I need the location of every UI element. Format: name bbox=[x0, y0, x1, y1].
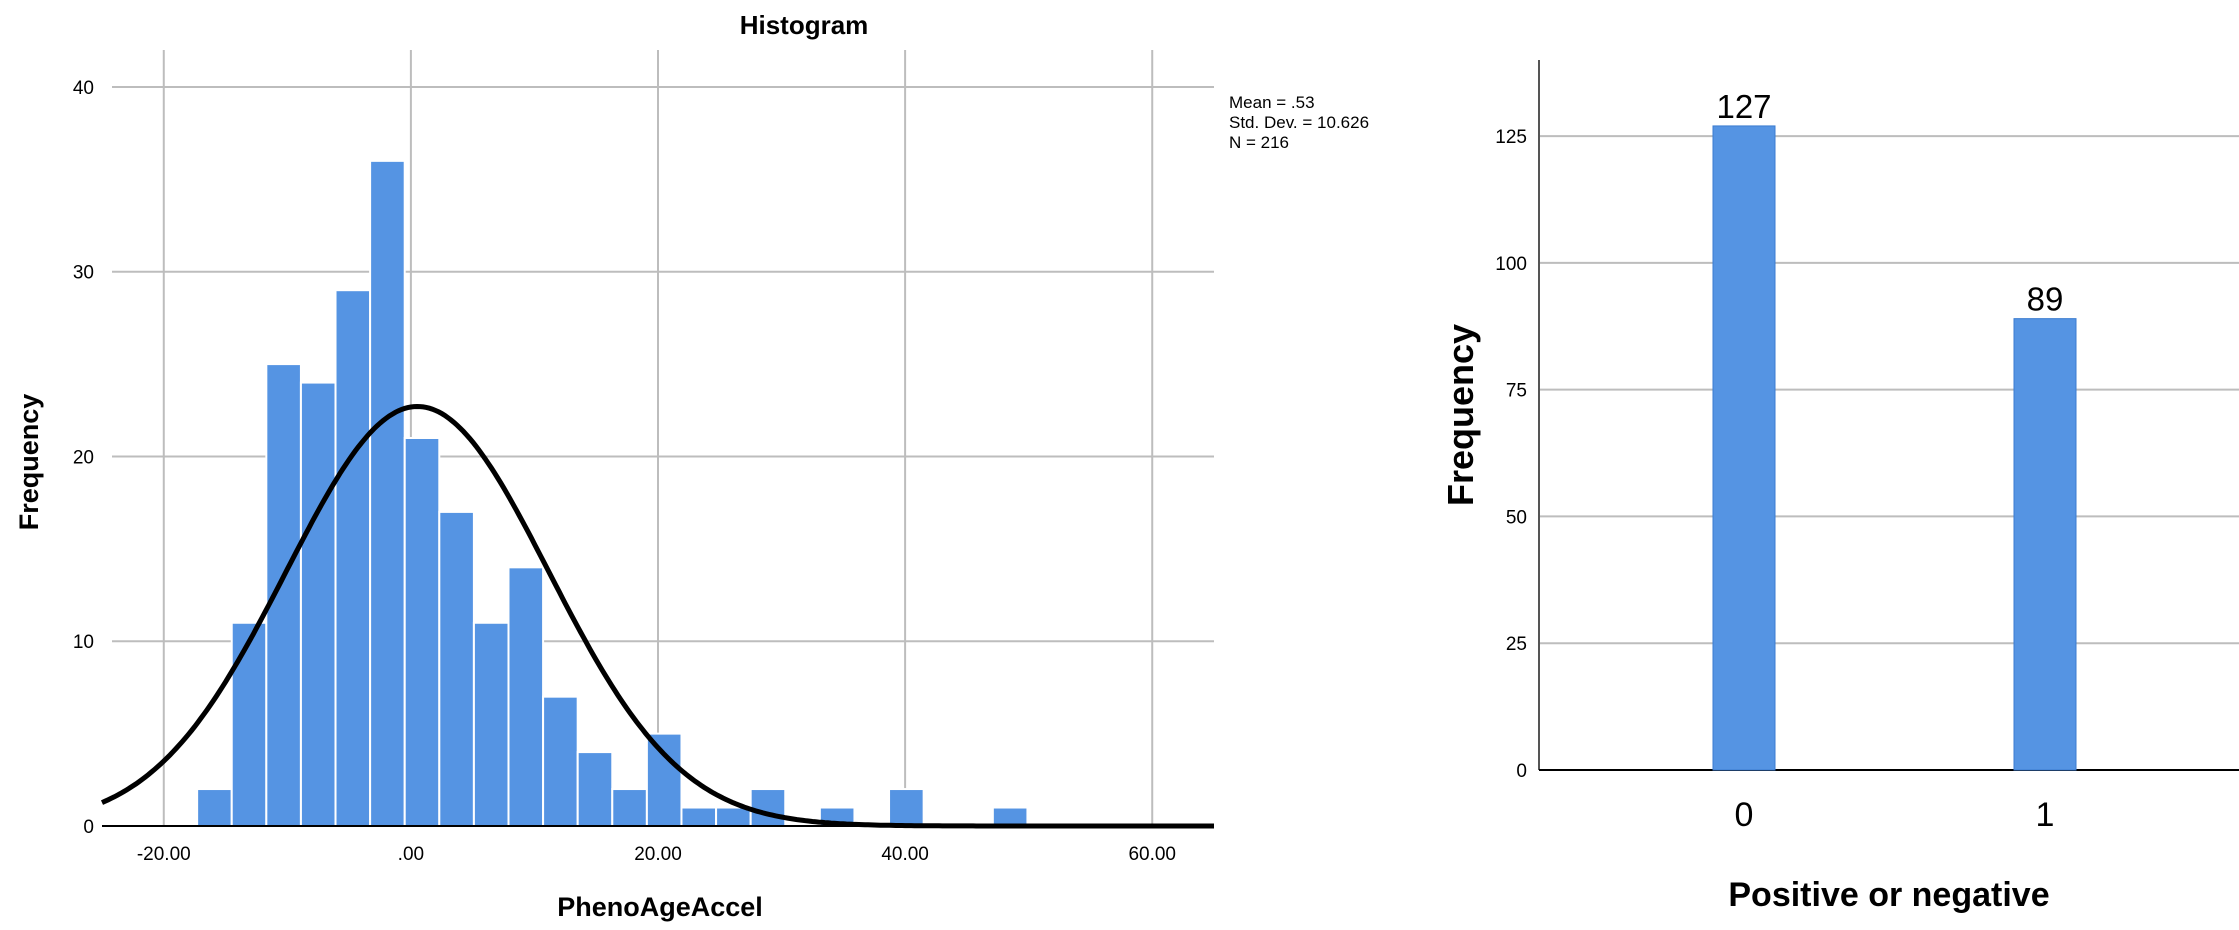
histogram-bar bbox=[888, 788, 925, 827]
bar-chart-data-label: 89 bbox=[2027, 281, 2064, 318]
bar-chart-bars bbox=[1712, 125, 2077, 771]
stat-n: N = 216 bbox=[1229, 133, 1289, 152]
histogram-bar bbox=[576, 751, 614, 827]
histogram-bar bbox=[230, 621, 268, 827]
bar-chart-y-tick-labels: 0 25 50 75 100 125 bbox=[1495, 127, 1527, 782]
bar-chart-y-tick-label: 75 bbox=[1506, 381, 1527, 402]
histogram-bars bbox=[196, 159, 1029, 828]
histogram-bar bbox=[299, 381, 337, 827]
histogram-bar bbox=[438, 510, 475, 827]
histogram-bar bbox=[369, 159, 406, 828]
bar-chart-y-tick-label: 0 bbox=[1516, 761, 1527, 782]
bar-chart-y-tick-label: 50 bbox=[1506, 507, 1527, 528]
histogram-bar bbox=[611, 788, 648, 827]
histogram-y-tick-label: 10 bbox=[73, 632, 94, 653]
histogram-bar bbox=[991, 806, 1029, 827]
histogram-x-tick-label: .00 bbox=[398, 844, 424, 865]
bar-chart-bar bbox=[1712, 125, 1776, 771]
bar-chart-y-axis-title: Frequency bbox=[1440, 324, 1481, 506]
histogram-title: Histogram bbox=[740, 10, 869, 40]
histogram-bar bbox=[749, 788, 787, 827]
histogram-chart: Histogram 0 10 20 30 40 -20.00 .00 20.00 40.00 6… bbox=[14, 10, 1369, 922]
bar-chart-y-tick-label: 25 bbox=[1506, 634, 1527, 655]
bar-chart-x-axis-title: Positive or negative bbox=[1728, 876, 2049, 914]
histogram-bar bbox=[542, 695, 579, 828]
bar-chart-category-label: 0 bbox=[1735, 796, 1754, 834]
histogram-bar bbox=[680, 806, 718, 827]
bar-chart-category-label: 1 bbox=[2036, 796, 2055, 834]
stat-mean: Mean = .53 bbox=[1229, 93, 1315, 112]
histogram-bar bbox=[334, 289, 372, 827]
histogram-x-tick-label: 60.00 bbox=[1128, 844, 1176, 865]
stat-std-dev: Std. Dev. = 10.626 bbox=[1229, 113, 1369, 132]
histogram-bar bbox=[507, 566, 545, 827]
bar-chart-bar bbox=[2013, 318, 2077, 771]
histogram-y-tick-label: 40 bbox=[73, 78, 94, 99]
histogram-bar bbox=[196, 788, 233, 827]
bar-chart-y-tick-label: 100 bbox=[1495, 254, 1527, 275]
bar-chart-data-labels: 127 89 bbox=[1716, 88, 2063, 318]
histogram-x-axis-title: PhenoAgeAccel bbox=[557, 892, 763, 922]
histogram-bar bbox=[645, 732, 683, 827]
histogram-x-tick-labels: -20.00 .00 20.00 40.00 60.00 bbox=[137, 844, 1176, 865]
bar-chart-data-label: 127 bbox=[1716, 88, 1771, 125]
histogram-bar bbox=[472, 621, 510, 827]
histogram-y-tick-labels: 0 10 20 30 40 bbox=[73, 78, 94, 838]
histogram-x-tick-label: 20.00 bbox=[634, 844, 682, 865]
histogram-y-tick-label: 30 bbox=[73, 263, 94, 284]
histogram-y-tick-label: 20 bbox=[73, 447, 94, 468]
bar-chart-y-tick-label: 125 bbox=[1495, 127, 1527, 148]
histogram-y-axis-title: Frequency bbox=[14, 394, 44, 531]
histogram-x-tick-label: 40.00 bbox=[881, 844, 929, 865]
histogram-bar bbox=[403, 437, 441, 827]
histogram-y-tick-label: 0 bbox=[83, 817, 94, 838]
histogram-x-tick-label: -20.00 bbox=[137, 844, 191, 865]
histogram-bar bbox=[715, 806, 752, 827]
bar-chart-gridlines bbox=[1539, 135, 2239, 645]
